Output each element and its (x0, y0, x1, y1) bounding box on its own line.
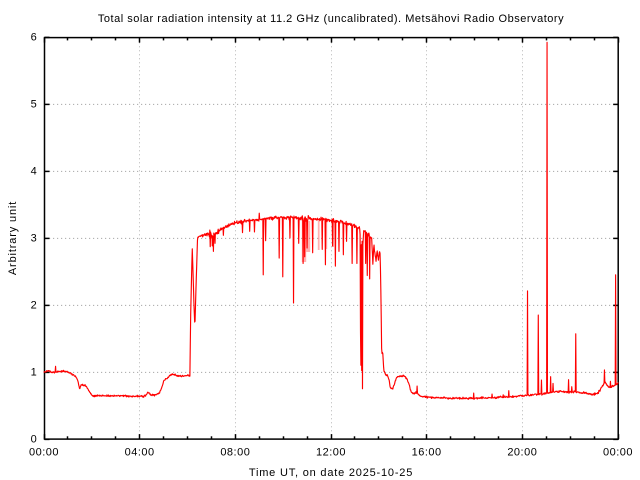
svg-text:00:00: 00:00 (29, 447, 59, 459)
svg-text:1: 1 (31, 367, 37, 379)
svg-text:12:00: 12:00 (316, 447, 346, 459)
svg-text:08:00: 08:00 (220, 447, 250, 459)
svg-text:2: 2 (31, 300, 37, 312)
svg-text:00:00: 00:00 (603, 447, 633, 459)
svg-text:6: 6 (31, 32, 37, 44)
svg-text:16:00: 16:00 (412, 447, 442, 459)
svg-text:4: 4 (31, 166, 37, 178)
svg-text:5: 5 (31, 99, 37, 111)
svg-text:3: 3 (31, 233, 37, 245)
svg-text:0: 0 (31, 434, 37, 446)
svg-text:20:00: 20:00 (507, 447, 537, 459)
svg-text:Time UT, on date 2025-10-25: Time UT, on date 2025-10-25 (249, 467, 413, 479)
svg-text:Total solar radiation intensit: Total solar radiation intensity at 11.2 … (98, 13, 564, 25)
svg-text:Arbitrary unit: Arbitrary unit (7, 201, 19, 275)
svg-text:04:00: 04:00 (125, 447, 155, 459)
